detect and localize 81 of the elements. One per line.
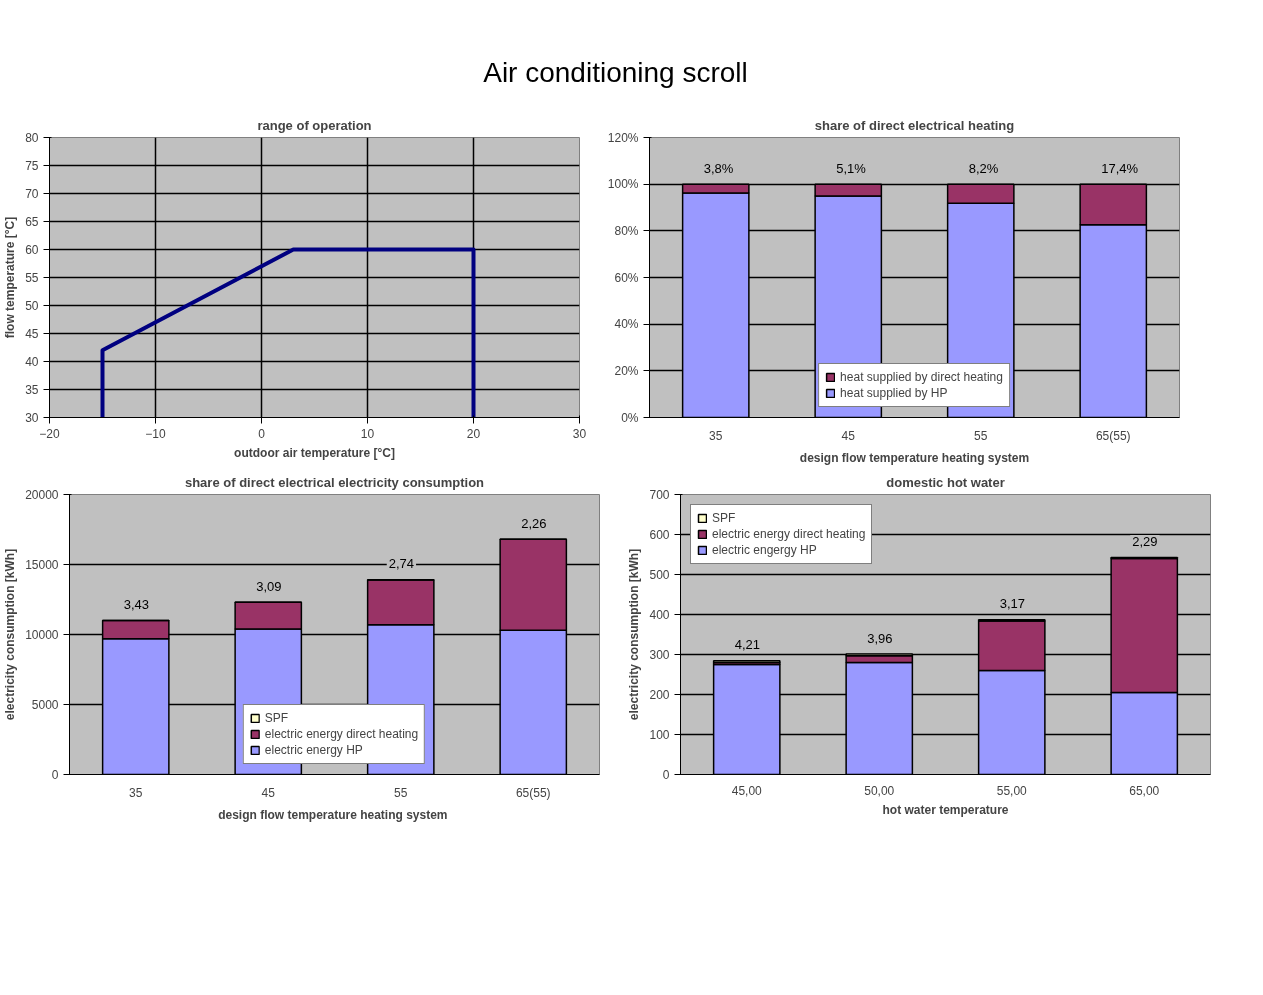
data-label: 17,4% [1101, 160, 1139, 176]
x-tick-label: 65,00 [1129, 783, 1160, 798]
data-label: 3,43 [123, 596, 150, 612]
data-label: 3,17 [999, 596, 1026, 612]
y-tick-label: 60% [614, 270, 639, 285]
x-tick-label: −20 [39, 426, 60, 441]
y-tick-label: 65 [25, 215, 39, 229]
x-tick-label: 65(55) [1095, 428, 1131, 443]
legend-label: electric energy direct heating [712, 527, 866, 541]
legend-label: electric energy direct heating [264, 727, 419, 741]
y-tick-label: 400 [649, 608, 670, 622]
data-label: 3,8% [703, 160, 734, 176]
y-tick-label: 35 [25, 383, 39, 397]
y-tick-label: 40% [614, 317, 639, 332]
y-tick-label: 100% [607, 177, 639, 192]
y-tick-label: 5000 [31, 698, 59, 712]
y-tick-label: 0 [51, 768, 59, 782]
y-tick-label: 200 [649, 688, 670, 702]
x-axis-title: hot water temperature [882, 802, 1009, 817]
y-tick-label: 15000 [25, 558, 59, 572]
x-axis-title: outdoor air temperature [°C] [234, 445, 395, 460]
x-tick-label: 50,00 [864, 783, 895, 798]
x-tick-label: 0 [258, 426, 266, 441]
legend-label: electric energy HP [264, 743, 363, 757]
legend-label: SPF [264, 711, 289, 725]
data-label: 4,21 [734, 637, 761, 653]
x-tick-label: 45,00 [731, 783, 763, 798]
chart-title: range of operation [257, 117, 372, 133]
y-tick-label: 0 [662, 768, 670, 782]
text: Air conditioning scroll [483, 56, 748, 88]
x-axis-title: design flow temperature heating system [218, 807, 448, 822]
chart-title: share of direct electrical heating [814, 117, 1015, 133]
legend-label: heat supplied by direct heating [840, 370, 1003, 384]
y-axis-title: electricity consumption [kWh] [627, 548, 642, 721]
x-tick-label: 45 [261, 785, 276, 800]
y-tick-label: 600 [649, 528, 670, 542]
y-tick-label: 300 [649, 648, 670, 662]
legend-label: heat supplied by HP [840, 386, 948, 400]
y-tick-label: 75 [25, 159, 39, 173]
y-tick-label: 20000 [25, 488, 59, 502]
y-tick-label: 100 [649, 728, 670, 742]
data-label: 3,96 [867, 630, 893, 646]
x-tick-label: 55,00 [996, 783, 1028, 798]
x-tick-label: 65(55) [515, 785, 551, 800]
legend-label: electric engergy HP [712, 543, 817, 557]
y-tick-label: 40 [25, 355, 39, 369]
data-label: 8,2% [968, 160, 999, 176]
y-tick-label: 60 [25, 243, 39, 257]
y-tick-label: 10000 [25, 628, 59, 642]
x-tick-label: 45 [841, 428, 856, 443]
y-tick-label: 80% [614, 223, 639, 238]
x-tick-label: 30 [572, 426, 587, 441]
data-label: 3,09 [256, 578, 282, 594]
y-tick-label: 120% [607, 130, 639, 145]
x-tick-label: 55 [974, 428, 988, 443]
x-tick-label: 35 [709, 428, 723, 443]
chart-title: share of direct electrical electricity consumption [184, 474, 485, 490]
y-tick-label: 45 [25, 327, 39, 341]
y-tick-label: 55 [25, 271, 39, 285]
legend-label: SPF [712, 511, 736, 525]
y-tick-label: 20% [614, 363, 639, 378]
data-label: 2,26 [521, 515, 547, 531]
y-axis-title: flow temperature [°C] [3, 216, 18, 339]
y-tick-label: 50 [25, 299, 39, 313]
y-tick-label: 30 [25, 411, 39, 425]
y-axis-title: electricity consumption [kWh] [3, 548, 18, 721]
data-label: 2,74 [388, 556, 415, 572]
x-tick-label: 20 [466, 426, 481, 441]
y-tick-label: 70 [25, 187, 39, 201]
chart-title: domestic hot water [886, 474, 1005, 490]
y-tick-label: 500 [649, 568, 670, 582]
data-label: 5,1% [836, 160, 867, 176]
x-tick-label: −10 [145, 426, 166, 441]
y-tick-label: 80 [25, 131, 39, 145]
data-label: 2,29 [1132, 534, 1158, 550]
x-tick-label: 10 [360, 426, 375, 441]
x-tick-label: 35 [129, 785, 143, 800]
x-axis-title: design flow temperature heating system [799, 450, 1030, 465]
y-tick-label: 0% [621, 410, 639, 425]
y-tick-label: 700 [649, 488, 670, 502]
x-tick-label: 55 [394, 785, 408, 800]
